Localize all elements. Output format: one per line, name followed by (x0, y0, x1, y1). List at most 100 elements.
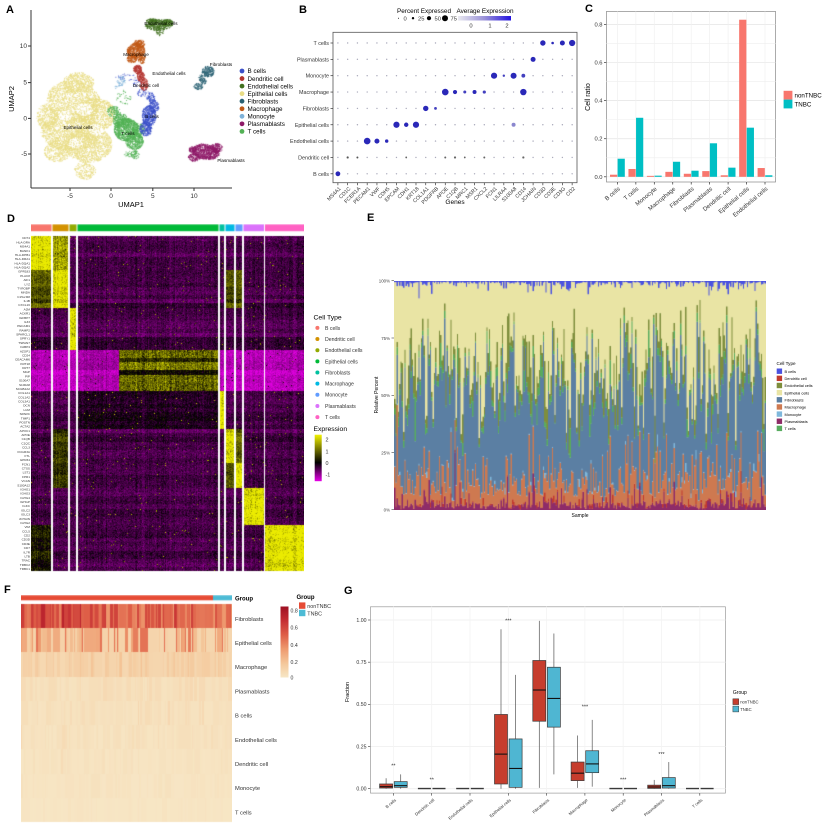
svg-text:Fibroblasts: Fibroblasts (531, 797, 550, 814)
svg-text:-5: -5 (21, 151, 27, 158)
svg-text:Dendritic cell: Dendritic cell (235, 762, 268, 768)
svg-text:Monocyte: Monocyte (610, 797, 628, 813)
svg-text:TRBC2: TRBC2 (20, 563, 30, 567)
svg-text:LYZ: LYZ (25, 282, 31, 286)
svg-text:0.4: 0.4 (594, 99, 603, 105)
svg-text:FTL: FTL (24, 454, 30, 458)
svg-text:C1QB: C1QB (22, 437, 30, 441)
svg-text:0.8: 0.8 (594, 22, 602, 28)
svg-text:**: ** (391, 764, 396, 770)
svg-text:UMAP2: UMAP2 (7, 86, 16, 112)
svg-text:IGHG4: IGHG4 (20, 496, 30, 500)
svg-text:KRT7: KRT7 (22, 366, 30, 370)
svg-text:T cells: T cells (691, 797, 703, 809)
svg-text:PLAC8: PLAC8 (20, 274, 30, 278)
svg-text:LST1: LST1 (23, 471, 31, 475)
svg-text:Fibroblasts: Fibroblasts (235, 617, 263, 623)
svg-text:ACKR1: ACKR1 (20, 312, 31, 316)
svg-text:25%: 25% (381, 450, 390, 455)
svg-text:1: 1 (326, 449, 329, 455)
svg-text:SPARCL1: SPARCL1 (16, 333, 30, 337)
svg-text:Endothelial cells: Endothelial cells (152, 71, 186, 76)
svg-text:HLA-DRA: HLA-DRA (16, 240, 31, 244)
svg-text:CD7: CD7 (24, 546, 30, 550)
svg-text:LTB: LTB (25, 554, 30, 558)
svg-text:Plasmablasts: Plasmablasts (235, 689, 270, 695)
svg-text:Endothelial cells: Endothelial cells (248, 83, 294, 90)
svg-text:Plasmablasts: Plasmablasts (248, 121, 285, 128)
svg-text:PIP: PIP (25, 374, 30, 378)
svg-text:HLA-DQA1: HLA-DQA1 (15, 261, 31, 265)
svg-text:-1: -1 (326, 472, 331, 478)
svg-text:5: 5 (151, 193, 155, 200)
svg-text:Macrophage: Macrophage (235, 665, 267, 671)
svg-text:Endothelial cells: Endothelial cells (290, 139, 329, 145)
svg-text:IGHG1: IGHG1 (20, 487, 30, 491)
svg-text:CD2: CD2 (565, 186, 577, 198)
svg-text:TIMP1: TIMP1 (21, 416, 30, 420)
svg-text:10: 10 (20, 43, 28, 50)
svg-text:TNBC: TNBC (740, 707, 751, 712)
svg-text:Dendritic cell: Dendritic cell (785, 376, 807, 381)
svg-text:Endothelial cells: Endothelial cells (144, 21, 178, 26)
svg-text:Fibroblasts: Fibroblasts (248, 98, 279, 105)
svg-text:CTSS: CTSS (22, 467, 30, 471)
svg-text:Epithelial cells: Epithelial cells (488, 797, 512, 818)
svg-text:nonTNBC: nonTNBC (740, 700, 758, 705)
svg-text:S100A8: S100A8 (19, 383, 30, 387)
svg-text:Epithelial cells: Epithelial cells (785, 390, 810, 395)
svg-text:PECAM1: PECAM1 (17, 324, 30, 328)
svg-text:0.6: 0.6 (291, 626, 298, 632)
svg-text:Epithelial cells: Epithelial cells (248, 91, 288, 98)
svg-text:APOC1: APOC1 (20, 429, 31, 433)
svg-text:SPARC: SPARC (20, 412, 31, 416)
svg-text:Fraction: Fraction (345, 682, 351, 702)
svg-text:1.00: 1.00 (356, 618, 366, 624)
svg-text:T cells: T cells (121, 131, 135, 136)
svg-text:Macrophage: Macrophage (325, 382, 354, 388)
svg-text:Plasmablasts: Plasmablasts (325, 404, 356, 410)
svg-text:50: 50 (435, 16, 441, 22)
svg-text:TRBC1: TRBC1 (20, 567, 30, 571)
svg-text:10: 10 (190, 193, 198, 200)
svg-text:TNBC: TNBC (307, 611, 322, 617)
svg-text:T cells: T cells (785, 426, 796, 431)
svg-text:S100A12: S100A12 (17, 483, 30, 487)
svg-text:0.25: 0.25 (356, 744, 366, 750)
svg-text:Endothelial cells: Endothelial cells (785, 383, 813, 388)
svg-text:VIM: VIM (24, 525, 30, 529)
svg-text:B cells: B cells (785, 369, 797, 374)
svg-text:COL3A1: COL3A1 (18, 400, 30, 404)
svg-text:Plasmablasts: Plasmablasts (785, 419, 808, 424)
svg-text:Monocyte: Monocyte (306, 74, 329, 80)
svg-text:CXCL16: CXCL16 (18, 303, 30, 307)
svg-text:T cells: T cells (314, 41, 330, 47)
svg-text:0: 0 (291, 675, 294, 681)
svg-text:50%: 50% (381, 393, 390, 398)
svg-text:FPR1: FPR1 (22, 475, 30, 479)
svg-text:SPRY1: SPRY1 (20, 337, 30, 341)
svg-text:Dendritic cell: Dendritic cell (298, 155, 329, 161)
svg-text:25: 25 (418, 16, 424, 22)
svg-text:T cells: T cells (325, 415, 340, 421)
svg-text:***: *** (620, 778, 627, 784)
svg-text:0: 0 (326, 461, 329, 467)
svg-text:0.00: 0.00 (356, 787, 366, 793)
svg-text:0.6: 0.6 (594, 61, 602, 67)
svg-text:0.50: 0.50 (356, 702, 366, 708)
svg-text:B cells: B cells (384, 797, 397, 809)
svg-text:0.4: 0.4 (291, 643, 298, 649)
svg-text:Fibroblasts: Fibroblasts (303, 106, 330, 112)
svg-text:Plasmablasts: Plasmablasts (643, 797, 665, 817)
svg-text:T cells: T cells (235, 810, 252, 816)
svg-text:TRAC: TRAC (22, 559, 31, 563)
svg-text:JCHAIN: JCHAIN (19, 517, 30, 521)
svg-text:Dendritic cell: Dendritic cell (248, 76, 284, 83)
svg-text:nonTNBC: nonTNBC (795, 93, 823, 100)
svg-text:Percent Expressed: Percent Expressed (397, 8, 451, 15)
svg-text:Macrophage: Macrophage (568, 797, 590, 816)
svg-text:Endothelial cells: Endothelial cells (235, 738, 277, 744)
svg-text:HLA-DRA1: HLA-DRA1 (15, 257, 31, 261)
svg-text:Dendritic cell: Dendritic cell (133, 83, 159, 88)
svg-text:C15orf48: C15orf48 (17, 295, 30, 299)
